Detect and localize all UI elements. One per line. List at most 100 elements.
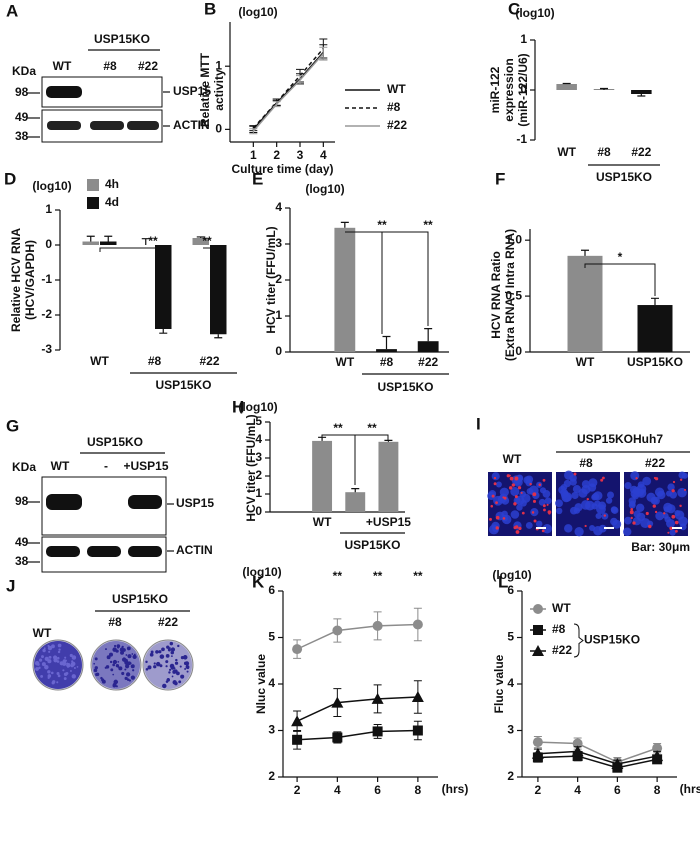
significance-bracket xyxy=(99,247,164,318)
signal xyxy=(532,499,537,503)
plaque xyxy=(113,644,117,648)
signal xyxy=(493,476,497,480)
plaque xyxy=(131,653,134,655)
signal xyxy=(645,511,649,516)
error-bar xyxy=(651,297,659,306)
plaque xyxy=(174,661,179,665)
signal xyxy=(513,502,517,506)
nucleus xyxy=(669,529,676,536)
plaque xyxy=(158,650,162,654)
nucleus xyxy=(666,518,676,528)
error-bar xyxy=(104,235,113,242)
plaque xyxy=(48,655,52,659)
signal xyxy=(671,514,676,519)
significance: ** xyxy=(423,218,433,232)
plaque xyxy=(179,665,182,668)
y-tick-label: 3 xyxy=(275,236,282,250)
plaque xyxy=(50,671,54,675)
plaque xyxy=(73,676,76,679)
x-tick-label: 6 xyxy=(614,783,621,797)
y-axis-label: Relative HCV RNA xyxy=(9,228,23,332)
plaque xyxy=(38,666,41,670)
unit-label: KDa xyxy=(12,460,36,474)
signal xyxy=(674,520,679,525)
legend-label: WT xyxy=(387,82,406,96)
plaque xyxy=(168,668,172,671)
x-tick-label: 4 xyxy=(574,783,581,797)
plaque xyxy=(153,665,157,669)
plaque xyxy=(45,665,48,667)
plaque xyxy=(128,679,132,682)
marker-label: 38 xyxy=(15,554,29,568)
point xyxy=(572,738,583,749)
plaque xyxy=(51,644,55,649)
legend-bracket xyxy=(573,623,584,658)
y-tick-label: -1 xyxy=(41,272,52,286)
error-bar xyxy=(637,94,646,97)
plaque xyxy=(118,666,123,671)
y-axis-label: HCV titer (FFU/mL) xyxy=(244,414,258,521)
x-tick-label: WT xyxy=(336,355,355,369)
unit-label: KDa xyxy=(12,64,36,78)
signal xyxy=(538,483,542,487)
nucleus xyxy=(574,527,584,537)
bar xyxy=(312,440,333,512)
nucleus xyxy=(581,485,591,495)
plaque xyxy=(70,664,74,668)
y-tick-label: 1 xyxy=(215,58,222,72)
error-bar xyxy=(600,87,608,90)
signal xyxy=(542,504,546,508)
plaque xyxy=(150,650,154,654)
nucleus xyxy=(569,506,578,515)
signal xyxy=(514,495,518,499)
panel-g: G USP15KO WT - +USP15 KDa 98 49 38 USP15… xyxy=(6,416,214,573)
band-label: ACTIN xyxy=(176,543,213,557)
panel-a: A USP15KO WT #8 #22 KDa 98 49 38 USP15 A… xyxy=(6,1,211,143)
plaque xyxy=(184,667,187,670)
signal xyxy=(584,524,587,528)
signal xyxy=(508,474,511,477)
y-tick-label: -3 xyxy=(41,342,52,356)
nucleus xyxy=(678,471,686,479)
signal xyxy=(586,497,590,501)
legend-group-label: USP15KO xyxy=(584,633,640,647)
plaque xyxy=(121,657,127,662)
y-tick-label: 5 xyxy=(507,630,514,644)
plaque xyxy=(62,669,65,672)
nucleus xyxy=(495,481,502,488)
significance: ** xyxy=(333,569,343,583)
nucleus xyxy=(654,487,665,497)
y-tick-label: 3 xyxy=(255,450,262,464)
x-tick-label: WT xyxy=(313,515,332,529)
lane-label: #8 xyxy=(108,615,122,629)
y-tick-label: 1 xyxy=(255,486,262,500)
plaque xyxy=(47,659,52,664)
x-tick-label: #22 xyxy=(199,354,219,368)
error-bar xyxy=(141,238,150,245)
y-tick-label: 0 xyxy=(520,82,527,96)
nucleus xyxy=(510,486,520,497)
point xyxy=(611,757,624,769)
error-bar xyxy=(581,249,589,256)
plaque xyxy=(147,665,152,670)
error-bar xyxy=(214,334,223,339)
plaque xyxy=(121,671,125,676)
significance: ** xyxy=(333,421,343,435)
band xyxy=(127,121,159,130)
y-tick-label: 3 xyxy=(507,723,514,737)
plaque xyxy=(42,648,46,653)
x-tick-label: 8 xyxy=(415,783,422,797)
plates xyxy=(32,639,194,691)
signal xyxy=(490,504,494,508)
plaque xyxy=(56,671,60,676)
band-label: USP15 xyxy=(176,496,214,510)
y-axis-label: Nluc value xyxy=(254,654,268,714)
bar xyxy=(631,90,652,94)
bar xyxy=(345,492,366,512)
plaque xyxy=(106,655,111,660)
y-tick-label: 5 xyxy=(268,630,275,644)
plaque xyxy=(47,670,51,674)
y-tick-label: -1 xyxy=(516,132,527,146)
x-tick-label: WT xyxy=(90,354,109,368)
y-unit: (log10) xyxy=(515,6,554,20)
